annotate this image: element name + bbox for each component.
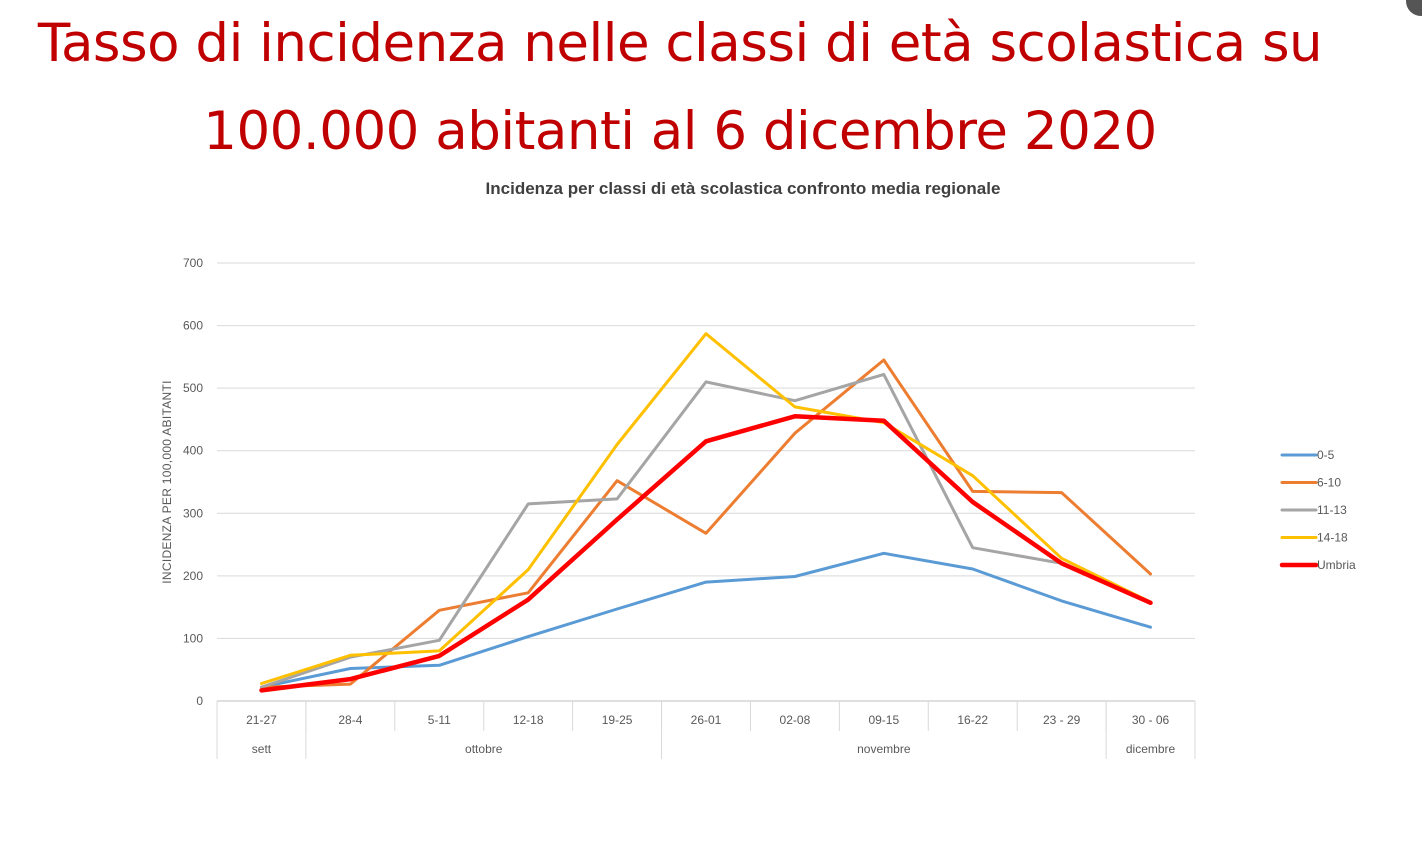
x-tick-label: 28-4 <box>338 713 362 727</box>
slide-title-line-2: 100.000 abitanti al 6 dicembre 2020 <box>203 101 1157 162</box>
grid-lines: 0 100 200 300 400 500 600 700 <box>183 256 1195 708</box>
y-tick-label: 200 <box>183 569 203 583</box>
legend-label: 6-10 <box>1317 476 1341 490</box>
y-tick-label: 300 <box>183 506 203 520</box>
x-tick-label: 26-01 <box>691 713 722 727</box>
series-lines <box>259 332 1153 693</box>
x-tick-label: 23 - 29 <box>1043 713 1081 727</box>
month-label: novembre <box>857 742 911 756</box>
series-line-6-10 <box>260 358 1152 689</box>
y-tick-label: 700 <box>183 256 203 270</box>
series-line-11-13 <box>260 372 1152 689</box>
x-tick-label: 12-18 <box>513 713 544 727</box>
series-line-0-5 <box>260 551 1152 689</box>
x-tick-label: 30 - 06 <box>1132 713 1170 727</box>
legend-label: 14-18 <box>1317 531 1348 545</box>
y-tick-label: 500 <box>183 381 203 395</box>
y-tick-label: 600 <box>183 319 203 333</box>
x-tick-label: 19-25 <box>602 713 633 727</box>
legend-label: 0-5 <box>1317 448 1335 462</box>
x-axis: 21-27 28-4 5-11 12-18 19-25 26-01 02-08 09-15 16… <box>216 701 1196 759</box>
series-line-14-18 <box>260 332 1152 685</box>
x-tick-label: 5-11 <box>428 713 451 727</box>
series-line-umbria <box>259 414 1153 693</box>
slide-title-line-1: Tasso di incidenza nelle classi di età s… <box>37 13 1323 74</box>
y-tick-label: 100 <box>183 631 203 645</box>
x-tick-label: 16-22 <box>957 713 988 727</box>
legend-label: Umbria <box>1317 558 1356 572</box>
month-label: ottobre <box>465 742 503 756</box>
month-label: dicembre <box>1126 742 1176 756</box>
y-tick-label: 400 <box>183 444 203 458</box>
chart-title: Incidenza per classi di età scolastica c… <box>486 179 1001 198</box>
x-tick-label: 02-08 <box>780 713 811 727</box>
legend: 0-5 6-10 11-13 14-18 Umbria <box>1279 448 1356 572</box>
y-tick-label: 0 <box>196 694 203 708</box>
legend-label: 11-13 <box>1317 503 1347 517</box>
x-tick-label: 09-15 <box>868 713 899 727</box>
month-label: sett <box>252 742 272 756</box>
slide-title: Tasso di incidenza nelle classi di età s… <box>0 0 1360 176</box>
y-axis-label: INCIDENZA PER 100,000 ABITANTI <box>160 380 174 584</box>
x-tick-label: 21-27 <box>246 713 277 727</box>
slide-nav-icon[interactable] <box>1406 0 1422 16</box>
